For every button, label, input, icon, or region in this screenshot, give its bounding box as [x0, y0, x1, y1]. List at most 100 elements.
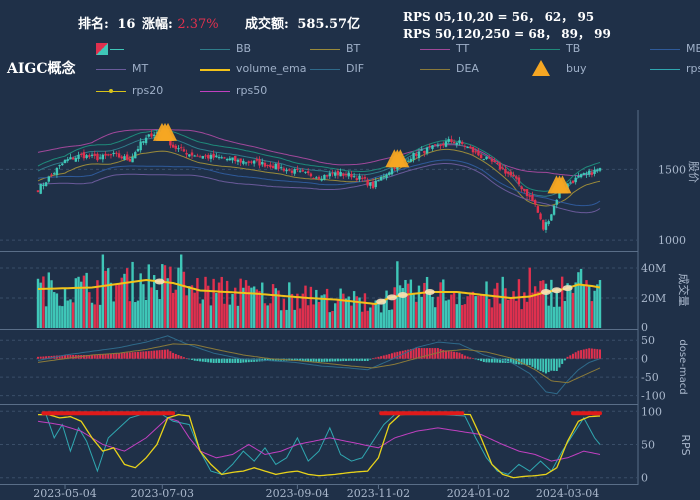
macd-hist-bar [85, 355, 88, 359]
volume-ema-marker [376, 298, 387, 305]
candle-body [231, 157, 234, 161]
candle-body [363, 177, 367, 179]
macd-hist-bar [342, 358, 345, 362]
candle-body [455, 142, 458, 145]
buy-marker [553, 175, 572, 194]
volume-bar [209, 305, 213, 328]
volume-bar [50, 280, 53, 328]
legend-label: rps10 [686, 62, 700, 75]
volume-bar [342, 293, 345, 328]
macd-hist-bar [509, 358, 512, 364]
macd-hist-bar [328, 358, 331, 362]
candle-body [361, 177, 364, 179]
macd-hist-bar [474, 358, 477, 360]
macd-hist-bar [99, 354, 102, 359]
candle-body [244, 162, 248, 164]
candle-body [115, 152, 118, 154]
macd-hist-bar [480, 358, 483, 362]
macd-hist-bar [226, 358, 229, 363]
macd-hist-bar [450, 351, 453, 359]
macd-hist-bar [91, 355, 94, 359]
volume-bar [117, 283, 121, 328]
volume-bar [190, 285, 194, 328]
macd-hist-bar [350, 358, 353, 361]
volume-bar [428, 293, 431, 328]
volume-bar [417, 285, 421, 328]
volume-bar [544, 283, 548, 328]
price-tick-label: 1500 [658, 163, 686, 176]
candle-body [93, 153, 96, 156]
volume-bar [479, 294, 483, 328]
macd-hist-bar [439, 349, 442, 359]
candle-body [77, 155, 80, 159]
volume-bar [196, 278, 199, 328]
candle-body [201, 156, 205, 159]
volume-bar [185, 295, 188, 328]
candle-body [344, 174, 348, 176]
macd-hist-bar [428, 348, 431, 359]
volume-bar [379, 312, 383, 328]
macd-hist-bar [334, 358, 337, 362]
volume-bar [317, 301, 321, 328]
candle-body [574, 177, 577, 183]
volume-bar [53, 292, 56, 328]
volume-bar [36, 278, 40, 328]
candle-body [496, 162, 499, 164]
candle-body [177, 148, 180, 150]
candle-body [409, 158, 413, 162]
candle-body [147, 134, 150, 137]
change-value: 2.37% [177, 17, 219, 32]
macd-hist-bar [309, 358, 312, 362]
legend-label: rps50 [236, 84, 268, 97]
volume-bar [377, 303, 380, 328]
volume-bar [425, 276, 429, 328]
chart-title: AIGC概念 [7, 61, 76, 77]
macd-hist-bar [209, 358, 212, 363]
volume-bar [404, 279, 407, 328]
volume-bar [298, 308, 302, 328]
macd-hist-bar [45, 356, 48, 359]
legend-line-swatch [650, 49, 680, 50]
volume-bar [109, 282, 113, 328]
macd-hist-bar [461, 354, 464, 359]
macd-hist-bar [490, 358, 493, 363]
candle-body [377, 180, 380, 182]
amount-label: 成交额: 585.57亿 [245, 13, 360, 32]
volume-bar [93, 304, 96, 328]
macd-hist-bar [312, 358, 315, 362]
candle-body [452, 141, 456, 144]
macd-hist-bar [166, 349, 169, 359]
volume-bar [488, 299, 491, 328]
volume-bar [55, 293, 59, 328]
volume-bar [474, 296, 477, 328]
volume-bar [115, 285, 118, 328]
volume-bar [525, 301, 529, 328]
volume-bar [455, 304, 458, 328]
candle-body [531, 194, 534, 202]
volume-bar [563, 301, 567, 328]
volume-ema-marker [386, 294, 397, 301]
volume-bar [550, 279, 553, 328]
macd-hist-bar [488, 358, 491, 363]
volume-bar [290, 293, 294, 328]
candle-body [431, 145, 434, 149]
candle-body [109, 154, 113, 156]
volume-bar [134, 302, 137, 328]
volume-bar [58, 305, 61, 328]
macd-hist-bar [128, 352, 131, 359]
volume-bar [252, 286, 256, 328]
macd-hist-bar [580, 350, 583, 359]
candle-body [53, 173, 56, 175]
volume-bar [369, 307, 372, 328]
candle-body [420, 149, 423, 151]
volume-bar [509, 298, 513, 328]
candle-body [544, 222, 548, 230]
volume-bar [512, 291, 515, 328]
macd-hist-bar [326, 358, 329, 362]
candle-body [236, 159, 240, 162]
volume-bar [239, 278, 242, 328]
candle-body [112, 152, 115, 155]
candle-body [433, 144, 437, 146]
candle-body [312, 177, 315, 179]
